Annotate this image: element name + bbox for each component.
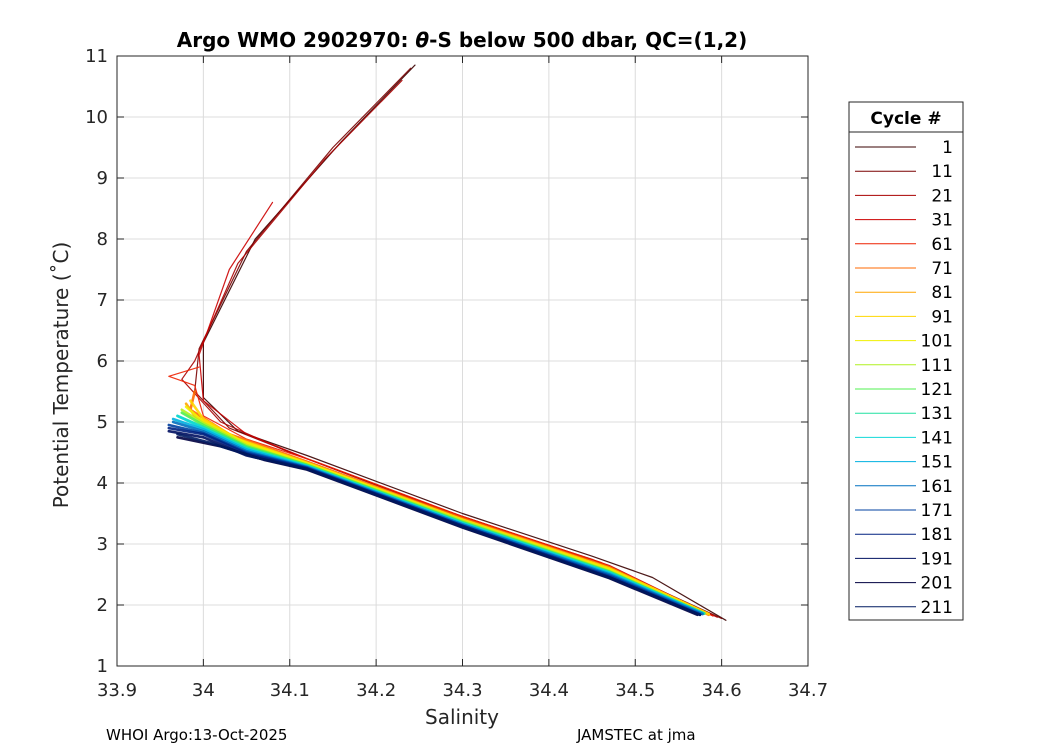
grid-lines [117,56,808,666]
legend-label-11: 11 [931,162,953,182]
x-tick-label: 33.9 [97,680,137,701]
legend-label-71: 71 [931,259,953,279]
footer-right: JAMSTEC at jma [577,726,696,744]
legend-label-161: 161 [921,477,953,497]
x-tick-label: 34.5 [615,680,655,701]
y-tick-label: 10 [85,107,108,128]
legend-label-61: 61 [931,235,953,255]
legend-label-91: 91 [931,307,953,327]
y-tick-label: 7 [97,290,108,311]
legend-label-101: 101 [921,332,953,352]
chart-title: Argo WMO 2902970: θ-S below 500 dbar, QC… [177,28,747,52]
legend-label-131: 131 [921,404,953,424]
y-tick-label: 4 [97,473,108,494]
y-axis-label: Potential Temperature (˚C) [49,242,73,509]
x-tick-label: 34 [192,680,215,701]
x-tick-label: 34.7 [788,680,828,701]
series-line-211 [176,432,702,617]
legend-label-191: 191 [921,549,953,569]
legend-label-81: 81 [931,283,953,303]
legend-label-141: 141 [921,428,953,448]
x-tick-label: 34.3 [442,680,482,701]
legend-title: Cycle # [870,109,941,129]
y-tick-label: 11 [85,46,108,67]
legend-label-1: 1 [942,138,953,158]
legend-label-21: 21 [931,186,953,206]
legend: Cycle # 11121316171819110111112113114115… [848,101,964,621]
axes-ticks: 33.9 34 34.1 34.2 34.3 34.4 34.5 34.6 34.7123456… [85,46,828,701]
x-tick-label: 34.2 [356,680,396,701]
x-tick-label: 34.1 [270,680,310,701]
legend-label-121: 121 [921,380,953,400]
legend-label-201: 201 [921,574,953,594]
legend-label-151: 151 [921,453,953,473]
x-tick-label: 34.6 [702,680,742,701]
y-tick-label: 6 [97,351,108,372]
y-tick-label: 2 [97,595,108,616]
x-tick-label: 34.4 [529,680,569,701]
y-tick-label: 1 [97,656,108,677]
footer-left: WHOI Argo:13-Oct-2025 [106,726,288,744]
legend-box [848,101,964,621]
legend-label-211: 211 [921,598,953,618]
y-tick-label: 3 [97,534,108,555]
y-tick-label: 9 [97,168,108,189]
y-tick-label: 5 [97,412,108,433]
legend-label-171: 171 [921,501,953,521]
legend-label-111: 111 [921,356,953,376]
legend-label-181: 181 [921,525,953,545]
legend-label-31: 31 [931,211,953,231]
x-axis-label: Salinity [425,705,499,729]
y-tick-label: 8 [97,229,108,250]
series-group [167,64,727,621]
